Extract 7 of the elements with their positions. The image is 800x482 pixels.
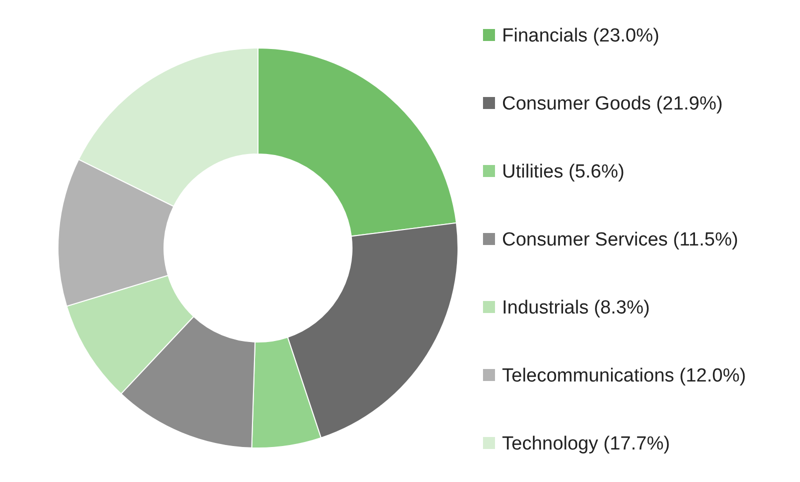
- legend-label: Financials (23.0%): [502, 26, 660, 47]
- legend-label: Utilities (5.6%): [502, 162, 624, 183]
- legend-label: Consumer Services (11.5%): [502, 230, 738, 251]
- legend-label: Consumer Goods (21.9%): [502, 94, 723, 115]
- legend-label: Telecommunications (12.0%): [502, 366, 746, 387]
- legend-label: Industrials (8.3%): [502, 298, 650, 319]
- legend-label: Technology (17.7%): [502, 434, 670, 455]
